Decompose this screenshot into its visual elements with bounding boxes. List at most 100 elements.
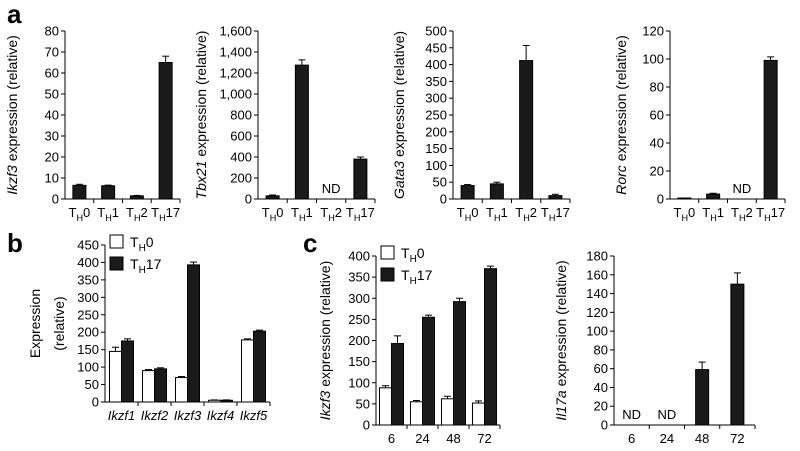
y-axis-label: Gata3 expression (relative) <box>391 31 407 199</box>
y-tick-label: 300 <box>77 290 99 305</box>
chart-c2: 0 20 40 60 80 100 120 140 160 180 Il17a expression… <box>553 249 756 451</box>
bar <box>519 60 534 200</box>
x-tick-label: TH17 <box>541 205 570 223</box>
y-tick-label: 40 <box>594 380 608 395</box>
y-tick-label: 60 <box>650 108 664 123</box>
y-tick-label: 50 <box>85 377 99 392</box>
legend-swatch <box>109 234 124 249</box>
y-tick-label: 20 <box>594 399 608 414</box>
x-tick-label: Ikzf1 <box>108 408 135 423</box>
y-tick-label: 40 <box>45 108 59 123</box>
chart-a2: 0 200 400 600 800 1,000 1,200 1,400 1,600 Tbx21 e… <box>193 24 376 223</box>
y-tick-label: 80 <box>650 80 664 95</box>
y-tick-label: 1,000 <box>219 87 252 102</box>
y-tick-label: 150 <box>425 141 447 156</box>
y-tick-label: 100 <box>425 158 447 173</box>
x-tick-label: TH2 <box>126 205 148 223</box>
bar <box>101 185 116 200</box>
legend-label: TH0 <box>130 234 154 254</box>
x-tick-label: TH1 <box>702 205 724 223</box>
y-tick-label: 30 <box>45 129 59 144</box>
bar <box>72 184 87 200</box>
x-tick-label: Ikzf2 <box>141 408 169 423</box>
x-tick-label: Ikzf5 <box>240 408 268 423</box>
y-tick-label: 450 <box>425 40 447 55</box>
y-axis-label: Ikzf3 expression (relative) <box>317 261 333 421</box>
y-tick-label: 70 <box>45 45 59 60</box>
y-tick-label: 80 <box>45 24 59 39</box>
y-tick-label: 250 <box>348 312 370 327</box>
bar <box>489 183 504 200</box>
y-tick-label: 180 <box>586 249 608 264</box>
bar <box>175 377 188 403</box>
y-tick-label: 150 <box>77 342 99 357</box>
chart-a1: 0 10 20 30 40 50 60 70 80 Ikzf3 expression (relat… <box>4 24 181 223</box>
y-axis-label: Expression <box>27 289 43 358</box>
bar <box>484 268 497 426</box>
y-tick-label: 1,200 <box>219 66 252 81</box>
x-axis-label: Time (h) <box>661 449 709 451</box>
bar <box>422 316 435 426</box>
legend-label: TH17 <box>130 256 162 276</box>
bar <box>706 193 721 200</box>
bar <box>220 399 233 403</box>
y-axis-label: Tbx21 expression (relative) <box>193 31 209 200</box>
x-tick-label: TH0 <box>68 205 90 223</box>
y-tick-label: 50 <box>45 87 59 102</box>
x-tick-label: TH1 <box>291 205 313 223</box>
x-tick-label: TH1 <box>97 205 119 223</box>
y-tick-label: 160 <box>586 267 608 282</box>
chart-c1: 0 50 100 150 200 250 300 350 400 Ikzf3 expression… <box>317 245 501 451</box>
y-tick-label: 600 <box>230 129 252 144</box>
chart-a4: 0 20 40 60 80 100 120 Rorc expression (relative… <box>613 24 786 223</box>
y-tick-label: 20 <box>650 164 664 179</box>
y-tick-label: 350 <box>77 272 99 287</box>
y-tick-label: 0 <box>657 192 664 207</box>
x-tick-label: TH2 <box>320 205 342 223</box>
y-tick-label: 500 <box>425 24 447 39</box>
y-tick-label: 40 <box>650 136 664 151</box>
y-tick-label: 10 <box>45 171 59 186</box>
x-tick-label: TH2 <box>515 205 537 223</box>
x-axis-label: Time (h) <box>414 449 462 451</box>
x-tick-label: 6 <box>628 431 635 446</box>
bar <box>410 401 423 426</box>
x-tick-label: TH0 <box>673 205 695 223</box>
x-tick-label: TH17 <box>756 205 785 223</box>
bar <box>241 339 254 403</box>
y-tick-label: 80 <box>594 342 608 357</box>
panel-letter-b: b <box>7 228 23 258</box>
y-tick-label: 100 <box>586 324 608 339</box>
nd-label: ND <box>322 181 341 196</box>
bar <box>142 370 155 403</box>
nd-label: ND <box>622 407 641 422</box>
y-tick-label: 0 <box>363 418 370 433</box>
y-tick-label: 1,600 <box>219 24 252 39</box>
x-tick-label: 48 <box>446 431 460 446</box>
y-tick-label: 250 <box>425 108 447 123</box>
y-tick-label: 140 <box>586 286 608 301</box>
bar <box>379 387 392 426</box>
y-tick-label: 350 <box>348 270 370 285</box>
y-tick-label: 300 <box>348 291 370 306</box>
y-tick-label: 0 <box>601 418 608 433</box>
bar <box>154 368 167 403</box>
legend-label: TH0 <box>401 245 425 265</box>
panel-letter-c: c <box>303 228 318 258</box>
x-tick-label: TH0 <box>262 205 284 223</box>
y-tick-label: 0 <box>92 395 99 410</box>
bar <box>763 59 778 200</box>
y-tick-label: 200 <box>348 333 370 348</box>
y-tick-label: 450 <box>77 238 99 253</box>
x-tick-label: 24 <box>660 431 674 446</box>
legend-label: TH17 <box>401 267 433 287</box>
bar <box>158 62 173 200</box>
y-tick-label: 100 <box>642 52 664 67</box>
y-axis-label: Ikzf3 expression (relative) <box>4 35 20 195</box>
y-tick-label: 0 <box>440 192 447 207</box>
y-tick-label: 0 <box>245 192 252 207</box>
y-tick-label: 350 <box>425 74 447 89</box>
x-tick-label: Ikzf3 <box>174 408 202 423</box>
